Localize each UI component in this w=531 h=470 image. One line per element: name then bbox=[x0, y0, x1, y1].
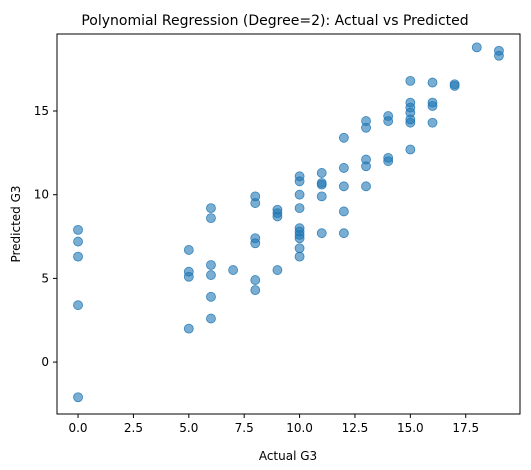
data-point bbox=[427, 77, 438, 88]
data-point bbox=[405, 75, 416, 86]
y-tick-label: 15 bbox=[34, 104, 49, 118]
y-axis-ticks: 0 5 10 15 bbox=[34, 104, 57, 369]
y-axis-label: Predicted G3 bbox=[9, 185, 23, 262]
x-tick-label: 0.0 bbox=[68, 421, 87, 435]
x-tick-label: 5.0 bbox=[179, 421, 198, 435]
data-point bbox=[294, 203, 305, 214]
data-point bbox=[250, 275, 261, 285]
x-axis-label: Actual G3 bbox=[259, 449, 317, 463]
data-point bbox=[316, 179, 327, 190]
data-point bbox=[338, 228, 349, 239]
data-point bbox=[405, 117, 416, 128]
data-point bbox=[338, 132, 349, 143]
data-point bbox=[73, 392, 83, 403]
y-tick-label: 5 bbox=[41, 271, 49, 285]
data-point bbox=[272, 211, 283, 222]
data-point bbox=[338, 163, 349, 173]
x-tick-label: 7.5 bbox=[235, 421, 254, 435]
data-point bbox=[206, 260, 216, 270]
data-point bbox=[316, 228, 327, 239]
data-point bbox=[316, 168, 327, 178]
data-point bbox=[206, 313, 216, 324]
x-tick-label: 15.0 bbox=[397, 421, 424, 435]
x-tick-label: 12.5 bbox=[342, 421, 369, 435]
data-point bbox=[206, 291, 216, 302]
data-point bbox=[383, 116, 394, 126]
chart-title: Polynomial Regression (Degree=2): Actual… bbox=[81, 13, 468, 29]
data-point bbox=[73, 251, 83, 262]
data-point bbox=[183, 271, 194, 282]
data-points bbox=[73, 42, 504, 403]
data-point bbox=[294, 176, 305, 187]
data-point bbox=[294, 243, 305, 254]
data-point bbox=[206, 213, 216, 224]
data-point bbox=[427, 117, 438, 128]
data-point bbox=[361, 122, 371, 133]
data-point bbox=[383, 156, 394, 167]
x-tick-label: 2.5 bbox=[124, 421, 143, 435]
data-point bbox=[427, 101, 438, 111]
data-point bbox=[294, 189, 305, 200]
data-point bbox=[250, 238, 261, 249]
x-tick-label: 17.5 bbox=[452, 421, 479, 435]
plot-frame bbox=[56, 33, 521, 415]
data-point bbox=[405, 144, 416, 155]
data-point bbox=[294, 251, 305, 262]
y-tick-label: 10 bbox=[34, 188, 49, 202]
data-point bbox=[449, 80, 460, 91]
data-point bbox=[294, 233, 305, 244]
data-point bbox=[73, 236, 83, 247]
data-point bbox=[316, 191, 327, 202]
data-point bbox=[272, 265, 283, 275]
data-point bbox=[361, 181, 371, 192]
data-point bbox=[183, 323, 194, 334]
data-point bbox=[361, 161, 371, 172]
data-point bbox=[206, 270, 216, 280]
data-point bbox=[338, 181, 349, 192]
data-point bbox=[494, 50, 504, 61]
data-point bbox=[183, 245, 194, 255]
data-point bbox=[338, 206, 349, 217]
data-point bbox=[228, 265, 239, 275]
data-point bbox=[73, 224, 83, 235]
data-point bbox=[250, 285, 261, 296]
data-point bbox=[73, 300, 83, 311]
x-tick-label: 10.0 bbox=[286, 421, 313, 435]
x-axis-ticks: 0.0 2.5 5.0 7.5 10.0 12.5 15.0 17.5 bbox=[68, 414, 479, 435]
y-tick-label: 0 bbox=[41, 355, 49, 369]
data-point bbox=[250, 198, 261, 208]
data-point bbox=[471, 42, 482, 53]
data-point bbox=[206, 203, 216, 214]
